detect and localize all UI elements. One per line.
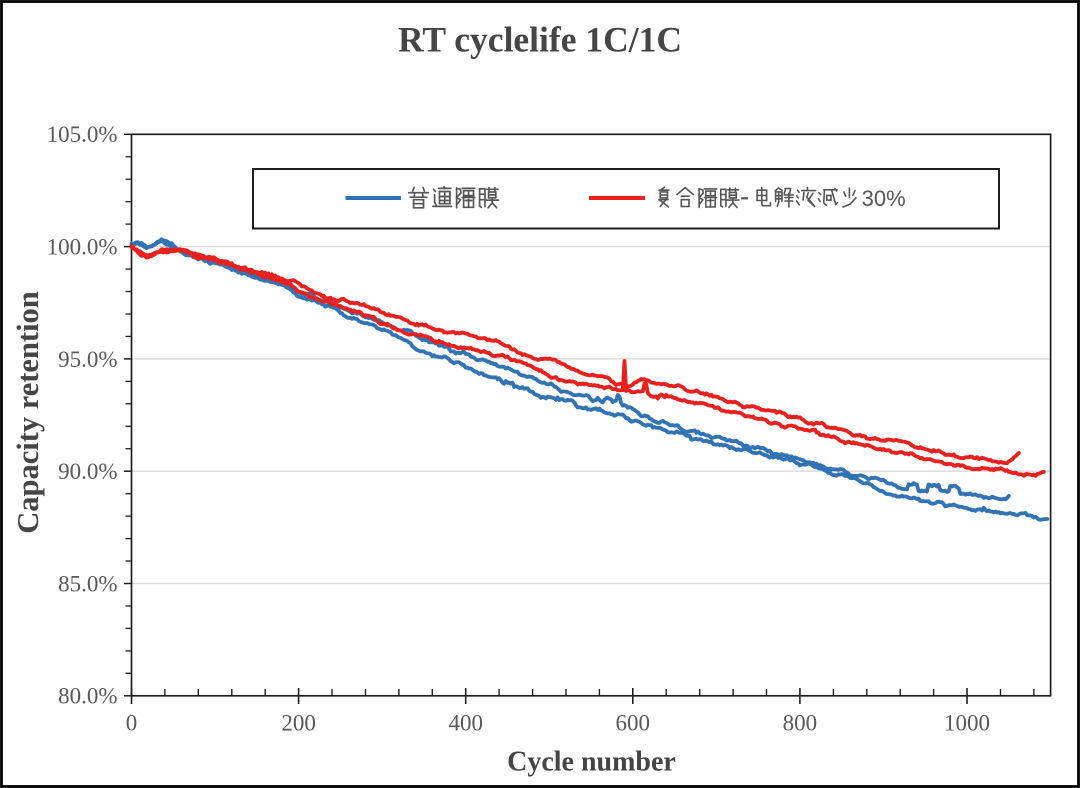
- svg-text:Cycle number: Cycle number: [507, 747, 676, 778]
- svg-text:600: 600: [616, 711, 651, 736]
- svg-text:105.0%: 105.0%: [47, 122, 118, 147]
- svg-text:100.0%: 100.0%: [47, 235, 118, 260]
- svg-text:RT cyclelife 1C/1C: RT cyclelife 1C/1C: [398, 20, 682, 60]
- svg-text:90.0%: 90.0%: [58, 459, 117, 484]
- svg-text:800: 800: [783, 711, 818, 736]
- svg-text:85.0%: 85.0%: [58, 571, 117, 596]
- svg-text:95.0%: 95.0%: [58, 347, 117, 372]
- svg-text:0: 0: [126, 711, 138, 736]
- svg-text:Capacity retention: Capacity retention: [11, 291, 45, 534]
- svg-text:400: 400: [448, 711, 483, 736]
- svg-text:1000: 1000: [944, 711, 990, 736]
- svg-text:30%: 30%: [862, 186, 906, 211]
- svg-text:200: 200: [281, 711, 316, 736]
- svg-text:80.0%: 80.0%: [58, 684, 117, 709]
